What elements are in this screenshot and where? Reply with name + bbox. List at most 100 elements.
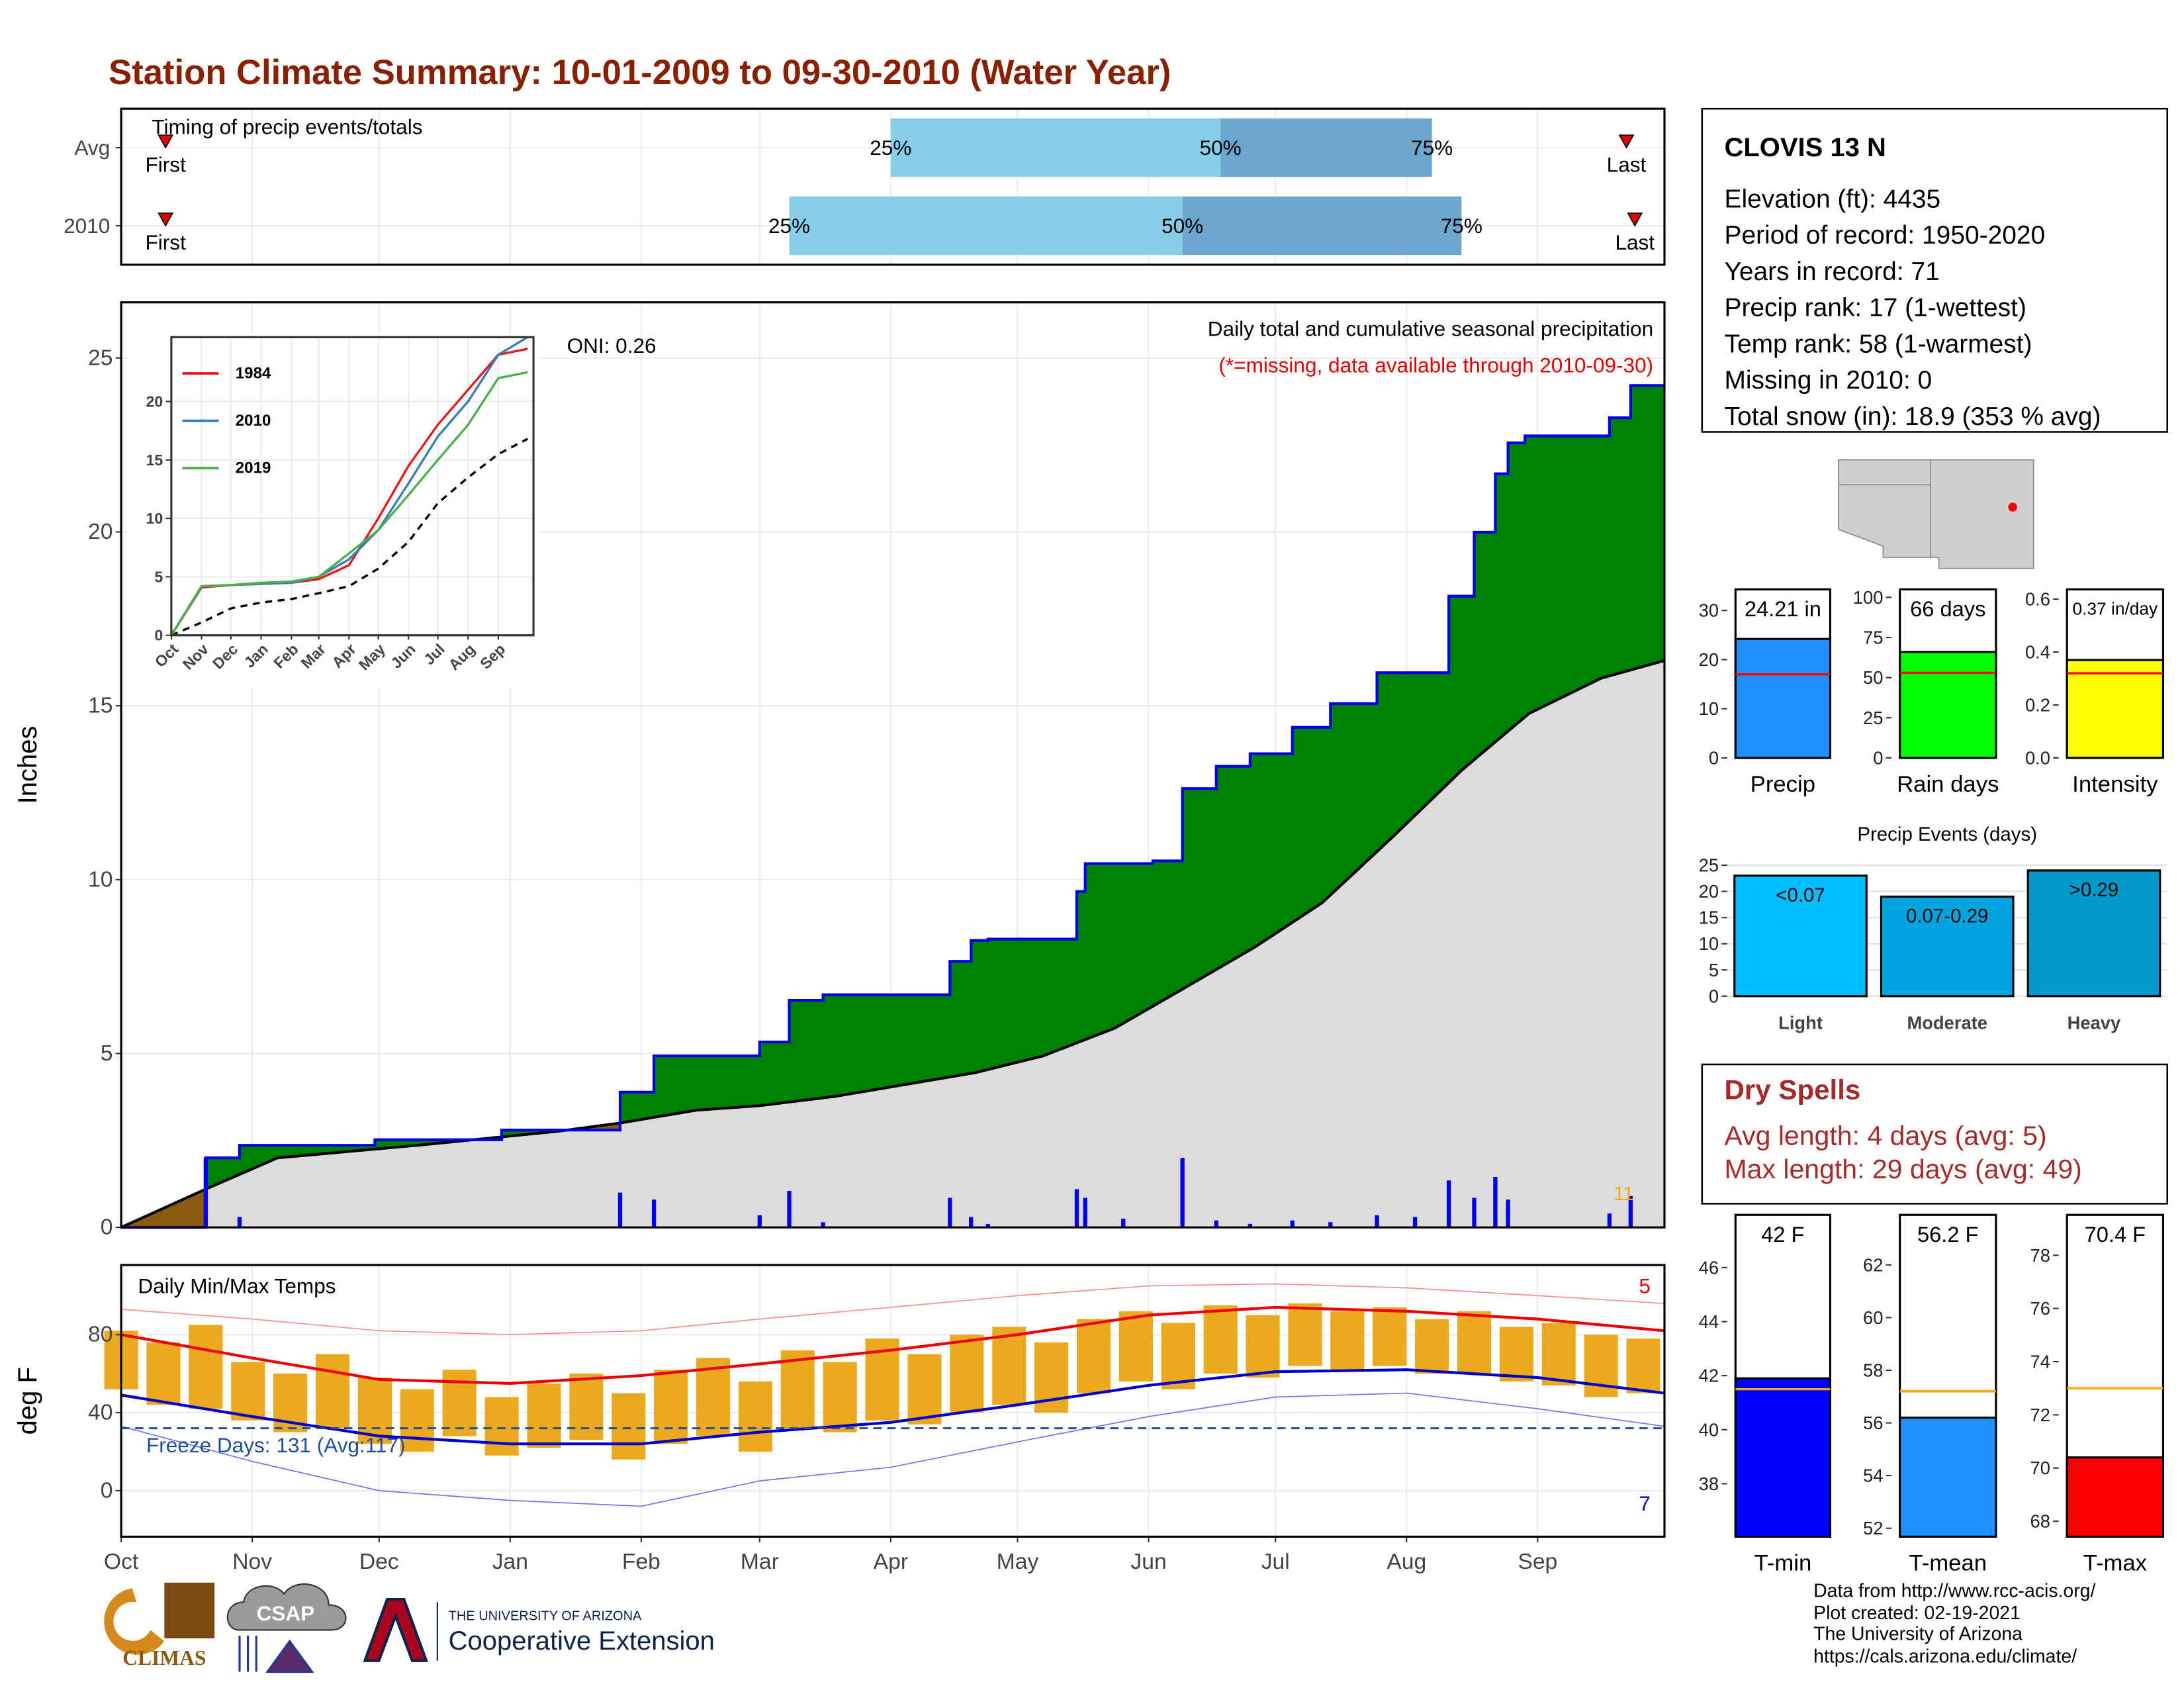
legend-label: 1984 xyxy=(236,365,271,383)
bar xyxy=(1734,637,1832,759)
y-tick-label: 0.2 xyxy=(2025,694,2050,715)
daily-precip-bar xyxy=(1412,1217,1418,1228)
quartile-bar xyxy=(789,196,1183,256)
daily-precip-bar xyxy=(1375,1215,1379,1228)
average-area xyxy=(121,660,1664,1228)
timing-marker xyxy=(158,212,174,227)
y-tick-label: 44 xyxy=(1699,1311,1719,1332)
daily-temp-bar xyxy=(780,1350,815,1429)
average-line xyxy=(171,438,528,637)
x-tick-label: Jul xyxy=(1261,1550,1290,1574)
map-border xyxy=(1839,459,1931,557)
record-low-count: 7 xyxy=(1639,1491,1651,1515)
y-tick-label: 50 xyxy=(1863,667,1883,688)
station-location xyxy=(2008,502,2017,512)
y-tick-label: 54 xyxy=(1863,1466,1883,1486)
y-tick-label: 10 xyxy=(146,510,163,527)
daily-temp-bar xyxy=(1499,1327,1533,1382)
bar xyxy=(1880,895,2015,998)
quartile-label: 25% xyxy=(768,214,810,238)
y-tick-label: 76 xyxy=(2030,1298,2050,1319)
category-label: Intensity xyxy=(2072,772,2158,797)
quartile-bar xyxy=(890,118,1221,177)
x-tick-label: Apr xyxy=(874,1550,908,1574)
daily-temp-bar xyxy=(1161,1323,1195,1389)
daily-precip-bar xyxy=(1628,1196,1633,1228)
daily-temp-bar xyxy=(950,1335,984,1413)
timing-label: First xyxy=(146,152,187,176)
logo-shape xyxy=(363,1598,429,1662)
x-tick-label: Mar xyxy=(741,1550,779,1574)
category-label: Rain days xyxy=(1897,772,1999,797)
quartile-label: 25% xyxy=(870,136,911,160)
panel-border xyxy=(120,301,1666,1229)
timing-marker xyxy=(1627,212,1643,227)
daily-temp-bar xyxy=(612,1393,646,1460)
station-line: Total snow (in): 18.9 (353 % avg) xyxy=(1724,402,2101,431)
y-tick-label: 40 xyxy=(88,1401,113,1425)
daily-precip-bar xyxy=(1074,1189,1079,1228)
locator-map xyxy=(1838,459,2034,569)
panel-border xyxy=(120,107,1666,266)
bin-label: >0.29 xyxy=(2070,879,2119,901)
temp-title: Daily Min/Max Temps xyxy=(138,1274,336,1298)
y-tick-label: 52 xyxy=(1863,1518,1883,1538)
oni-label: ONI: 0.26 xyxy=(567,334,657,357)
events-title: Precip Events (days) xyxy=(1857,823,2037,845)
y-tick-label: 70 xyxy=(2030,1458,2050,1478)
bar xyxy=(1734,1377,1832,1538)
daily-precip-bar xyxy=(969,1217,974,1228)
daily-temp-bar xyxy=(696,1358,731,1436)
category-label: T-max xyxy=(2083,1550,2147,1575)
y-tick-label: 40 xyxy=(1699,1419,1719,1440)
count-label: 11 xyxy=(1614,1183,1634,1205)
y-tick-label: 56 xyxy=(1863,1413,1883,1433)
x-tick-label: Dec xyxy=(359,1550,399,1574)
logo-shape xyxy=(164,1582,215,1639)
daily-precip-bar xyxy=(1290,1220,1295,1228)
timing-label: First xyxy=(146,230,187,254)
bar xyxy=(2066,1456,2165,1538)
y-tick-label: 15 xyxy=(1699,908,1719,928)
x-tick-label: Jun xyxy=(1130,1550,1166,1574)
category-label: Light xyxy=(1778,1012,1823,1033)
daily-temp-bar xyxy=(1541,1323,1576,1385)
daily-temp-bar xyxy=(442,1370,477,1436)
y-tick-label: 74 xyxy=(2030,1352,2050,1372)
daily-temp-bar xyxy=(738,1381,772,1452)
logo-shape xyxy=(104,1588,165,1655)
daily-precip-bar xyxy=(985,1223,990,1228)
value-label: 70.4 F xyxy=(2085,1222,2146,1246)
csap-text: CSAP xyxy=(257,1601,315,1625)
x-tick-label: Sep xyxy=(1518,1550,1557,1574)
precip-subtitle: Daily total and cumulative seasonal prec… xyxy=(1208,317,1653,341)
y-tick-label: 0 xyxy=(154,627,163,644)
value-label: 56.2 F xyxy=(1917,1222,1978,1246)
daily-temp-bar xyxy=(823,1362,857,1432)
category-label: T-mean xyxy=(1909,1550,1987,1575)
value-label: 24.21 in xyxy=(1745,596,1821,621)
daily-precip-bar xyxy=(757,1215,762,1228)
quartile-label: 75% xyxy=(1441,214,1482,238)
daily-precip-bar xyxy=(1328,1222,1333,1228)
y-tick-label: 0 xyxy=(101,1215,113,1240)
x-tick-label: May xyxy=(997,1550,1039,1574)
daily-precip-bar xyxy=(1472,1197,1477,1228)
quartile-label: 75% xyxy=(1411,136,1453,160)
y-tick-label: 5 xyxy=(1709,960,1719,980)
dry-spells-line: Max length: 29 days (avg: 49) xyxy=(1724,1154,2081,1184)
value-label: 42 F xyxy=(1761,1222,1804,1246)
category-label: T-min xyxy=(1754,1550,1811,1575)
freeze-label: Freeze Days: 131 (Avg:117) xyxy=(146,1433,406,1457)
daily-precip-bar xyxy=(948,1197,952,1228)
station-line: Elevation (ft): 4435 xyxy=(1724,185,1940,213)
y-tick-label: 0 xyxy=(101,1478,113,1503)
station-line: Missing in 2010: 0 xyxy=(1724,366,1932,395)
station-line: Temp rank: 58 (1-warmest) xyxy=(1724,330,2032,358)
daily-temp-bar xyxy=(484,1397,519,1456)
station-line: Years in record: 71 xyxy=(1724,258,1939,286)
credit-line: The University of Arizona xyxy=(1813,1624,2023,1645)
y-tick-label: 0.4 xyxy=(2025,642,2050,663)
timing-title: Timing of precip events/totals xyxy=(152,115,422,139)
